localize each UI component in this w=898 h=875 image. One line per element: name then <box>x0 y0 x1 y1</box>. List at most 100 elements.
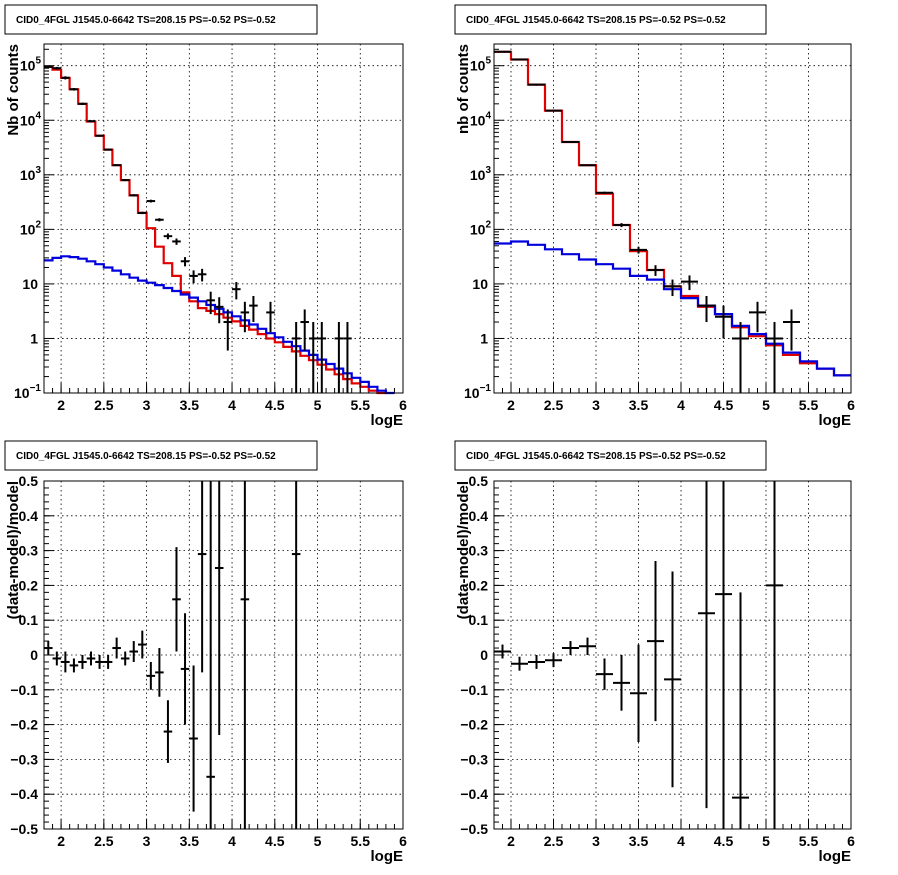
y-tick-label: −0.1 <box>10 682 38 698</box>
data-point <box>562 641 579 655</box>
x-tick-label: 2.5 <box>94 397 114 413</box>
y-tick-label: −0.2 <box>10 717 38 733</box>
y-axis-label: (data-model)/model <box>455 481 472 619</box>
y-tick-label: 0.3 <box>19 543 39 559</box>
x-tick-label: 3 <box>143 833 151 849</box>
series-line-red <box>44 65 386 395</box>
x-axis-label: logE <box>371 412 404 429</box>
x-tick-label: 2.5 <box>544 397 564 413</box>
data-point <box>95 655 104 669</box>
data-point <box>579 164 596 167</box>
data-point <box>732 592 749 829</box>
data-point <box>596 191 613 194</box>
data-point <box>138 630 147 659</box>
data-point <box>155 648 164 697</box>
title-box <box>454 4 767 35</box>
data-point <box>61 76 70 80</box>
data-point <box>528 83 545 86</box>
data-point <box>120 651 130 666</box>
data-point <box>300 309 309 351</box>
data-point <box>78 655 87 669</box>
y-tick-label: 10−1 <box>464 383 491 401</box>
y-tick-label: 0.1 <box>469 612 489 628</box>
data-point <box>52 651 62 666</box>
data-point <box>494 644 511 659</box>
y-tick-label: 105 <box>470 56 492 74</box>
data-point <box>749 301 766 333</box>
chart-title: CID0_4FGL J1545.0-6642 TS=208.15 PS=-0.5… <box>466 451 726 462</box>
x-tick-label: 6 <box>399 833 407 849</box>
x-tick-label: 2.5 <box>94 833 114 849</box>
data-point <box>112 164 121 167</box>
data-point <box>95 134 104 137</box>
x-tick-label: 5.5 <box>799 397 819 413</box>
y-tick-label: 0.2 <box>19 577 39 593</box>
x-tick-label: 5 <box>314 833 322 849</box>
x-tick-label: 2 <box>507 397 515 413</box>
x-tick-label: 4 <box>677 397 685 413</box>
x-tick-label: 2 <box>57 833 65 849</box>
y-tick-label: 104 <box>20 110 42 128</box>
x-tick-label: 5 <box>314 397 322 413</box>
x-tick-label: 5 <box>762 833 770 849</box>
y-tick-label: −0.4 <box>10 786 38 802</box>
data-point <box>630 246 647 254</box>
data-point <box>206 291 215 315</box>
title-box <box>4 4 318 35</box>
data-point <box>69 88 79 91</box>
x-tick-label: 4 <box>677 833 685 849</box>
chart-title: CID0_4FGL J1545.0-6642 TS=208.15 PS=-0.5… <box>16 451 276 462</box>
data-point <box>240 301 250 333</box>
y-tick-label: 0.5 <box>469 473 489 489</box>
data-point <box>343 322 352 393</box>
x-tick-label: 3.5 <box>629 833 649 849</box>
data-point <box>120 179 130 182</box>
chart-panel-bottom-left: 2 2.5 3 3.5 4 4.5 5 5.5 6 −0.5 −0.4 −0.3 −0.2 −0.1 0 0.… <box>4 440 407 865</box>
x-tick-label: 6 <box>847 833 855 849</box>
data-point <box>317 322 327 393</box>
x-tick-label: 4 <box>228 397 236 413</box>
data-point <box>103 148 113 151</box>
data-point <box>206 481 215 829</box>
data-point <box>291 322 301 393</box>
chart-title: CID0_4FGL J1545.0-6642 TS=208.15 PS=-0.5… <box>466 15 726 26</box>
data-point <box>766 481 783 829</box>
x-tick-label: 3.5 <box>180 397 200 413</box>
data-point <box>86 651 96 666</box>
x-tick-label: 4.5 <box>265 397 285 413</box>
x-tick-label: 5.5 <box>351 397 371 413</box>
data-point <box>528 655 545 669</box>
x-tick-label: 4.5 <box>714 397 734 413</box>
x-tick-label: 3 <box>592 397 600 413</box>
y-tick-label: 0.3 <box>469 543 489 559</box>
data-point <box>163 233 173 240</box>
y-tick-label: 10 <box>472 276 488 292</box>
y-tick-label: −0.5 <box>10 821 38 837</box>
data-point <box>189 270 198 284</box>
data-point <box>197 268 207 282</box>
data-point <box>52 66 62 70</box>
x-tick-label: 6 <box>399 397 407 413</box>
x-tick-label: 5.5 <box>351 833 371 849</box>
data-point <box>155 218 164 222</box>
data-point <box>511 656 528 671</box>
data-point <box>172 238 181 245</box>
x-tick-label: 3 <box>592 833 600 849</box>
y-axis-label: Nb of counts <box>5 44 22 136</box>
y-tick-label: 10 <box>22 276 38 292</box>
x-tick-label: 4 <box>228 833 236 849</box>
data-point <box>103 655 113 669</box>
data-point <box>146 661 156 690</box>
x-tick-label: 6 <box>847 397 855 413</box>
chart-panel-top-left: 2 2.5 3 3.5 4 4.5 5 5.5 6 10−1 1 10 102 103 104 105 logE… <box>4 4 407 429</box>
x-axis-label: logE <box>819 412 852 429</box>
data-point <box>86 120 96 123</box>
data-point <box>613 223 630 228</box>
data-point <box>715 481 732 829</box>
data-point <box>545 109 562 112</box>
data-point <box>308 322 318 393</box>
title-box <box>4 440 318 471</box>
data-point <box>138 211 147 215</box>
